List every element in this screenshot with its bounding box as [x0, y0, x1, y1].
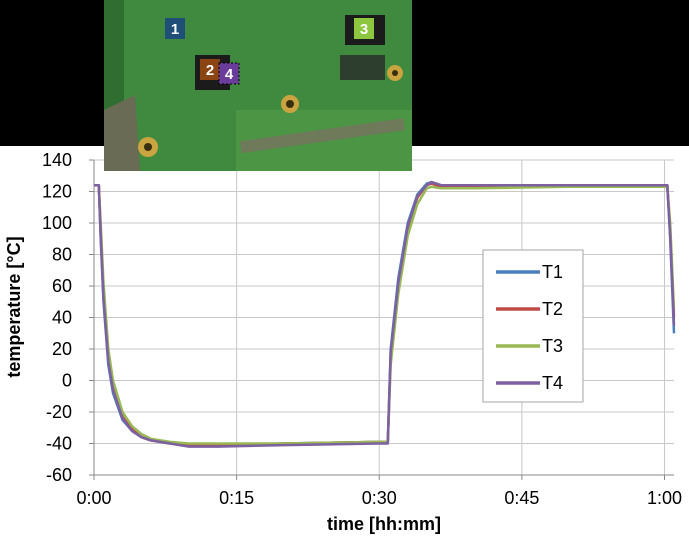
legend-label-t4: T4 [542, 373, 563, 393]
sensor-marker-2 [200, 59, 220, 80]
sensor-marker-4-label: 4 [225, 66, 234, 83]
series-line-t4 [94, 180, 676, 448]
pcb-header-strip [239, 118, 406, 154]
x-tick-label: 0:30 [362, 488, 397, 508]
series-lines [94, 180, 676, 448]
legend-label-t2: T2 [542, 299, 563, 319]
sensor-marker-1-label: 1 [171, 21, 179, 38]
sensor-marker-3-label: 3 [360, 21, 368, 38]
pcb-photo: 1 3 2 4 [0, 0, 689, 171]
legend-label-t1: T1 [542, 262, 563, 282]
y-tick-label: 0 [62, 371, 72, 391]
y-tick-label: 100 [42, 213, 72, 233]
legend-box [482, 249, 584, 403]
x-tick-labels: 0:00 0:15 0:30 0:45 1:00 [76, 488, 682, 508]
mounting-hole-3-center [392, 70, 398, 76]
sensor-marker-1 [165, 18, 185, 39]
y-tick-label: 20 [52, 339, 72, 359]
x-tick-label: 1:00 [647, 488, 682, 508]
y-tick-label: 120 [42, 182, 72, 202]
x-axis-title: time [hh:mm] [327, 514, 441, 534]
mounting-hole-2-center [286, 100, 294, 108]
x-tick-label: 0:15 [219, 488, 254, 508]
mounting-hole-1-center [144, 143, 152, 151]
sensor-marker-3 [354, 18, 374, 39]
legend-label-t3: T3 [542, 336, 563, 356]
y-tick-label: -40 [46, 434, 72, 454]
y-tick-label: 40 [52, 308, 72, 328]
chip-3 [340, 55, 385, 80]
y-tick-label: -20 [46, 402, 72, 422]
x-tick-label: 0:45 [504, 488, 539, 508]
y-tick-label: 80 [52, 245, 72, 265]
sensor-marker-2-label: 2 [206, 62, 214, 79]
y-axis-title: temperature [°C] [4, 236, 24, 377]
y-tick-label: -60 [46, 465, 72, 485]
x-tick-label: 0:00 [76, 488, 111, 508]
series-line-t3 [94, 183, 676, 445]
pcb-connector [104, 95, 140, 171]
legend: T1 T2 T3 T4 [482, 249, 584, 403]
y-tick-label: 60 [52, 276, 72, 296]
sensor-marker-4 [218, 62, 240, 85]
y-tick-label: 140 [42, 150, 72, 170]
y-tick-labels: -60 -40 -20 0 20 40 60 80 100 120 140 [42, 150, 72, 485]
